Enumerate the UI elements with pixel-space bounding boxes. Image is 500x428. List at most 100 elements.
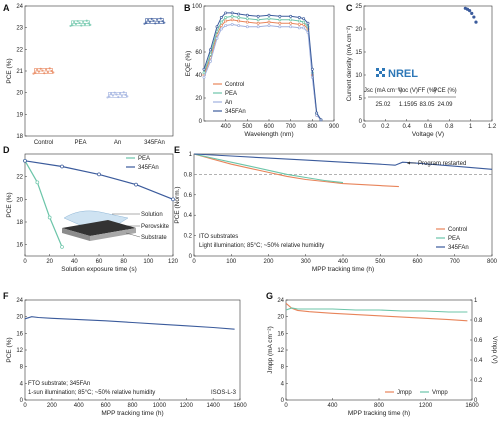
x-tick-label: 700	[286, 124, 297, 130]
series-pea-point	[202, 71, 206, 75]
series-control-point	[224, 19, 228, 23]
series-345fan-point	[134, 182, 138, 187]
legend-jmpp: Jmpp	[397, 390, 412, 396]
x-tick-label: 700	[450, 259, 461, 265]
panel-e: E 0 100 200 300 400 500 600 700 800 0 0.2 0.4 0.6 0.8…	[174, 145, 498, 273]
data-point	[154, 22, 157, 25]
series-an-point	[297, 26, 301, 30]
series-control-point	[302, 22, 306, 26]
x-tick-label: 1200	[419, 403, 433, 409]
x-tick-label: 80	[120, 259, 127, 265]
series-control-point	[245, 20, 249, 24]
series-345fan-point	[224, 11, 228, 15]
y-tick-label: 21	[16, 69, 23, 75]
x-tick-label: 0.6	[424, 124, 433, 130]
y-tick-label: 22	[16, 47, 23, 53]
panel-e-label: E	[174, 145, 180, 155]
y-tick-label: 18	[16, 134, 23, 140]
y-tick-label: 18	[16, 220, 23, 226]
data-point	[150, 17, 153, 21]
solution-inset: Solution Perovskite Substrate	[62, 210, 170, 241]
series-pea-point	[267, 17, 271, 21]
series-pea-point	[245, 17, 249, 21]
panel-g-legend: Jmpp Vmpp	[385, 390, 448, 396]
data-point	[69, 24, 72, 28]
annotation-fto: FTO substrate; 345FAn	[28, 381, 90, 387]
y-tick-label: 12	[16, 348, 23, 354]
legend-pea: PEA	[138, 156, 150, 162]
data-point	[85, 19, 88, 22]
series-control-point	[297, 22, 301, 26]
y-tick-label: 22	[16, 175, 23, 181]
jv-point	[474, 20, 478, 24]
series-345fan-point	[209, 48, 212, 52]
y-tick-label: 40	[195, 73, 202, 79]
series-pea	[24, 160, 63, 248]
y-axis-label: PCE (%)	[6, 192, 13, 217]
y-tick-label: 80	[195, 27, 202, 33]
table-value-ff: 83.05	[419, 102, 435, 108]
x-axis-label: MPP tracking time (h)	[348, 410, 410, 417]
data-point	[74, 22, 77, 26]
y-tick-label: 12	[277, 348, 284, 354]
y-tick-label: 15	[355, 50, 362, 56]
y-axis-label: PCE (%)	[6, 58, 13, 83]
data-point	[115, 93, 118, 96]
legend-control: Control	[448, 227, 467, 233]
y-tick-label: 25	[355, 4, 362, 10]
x-tick-label: 400	[338, 259, 349, 265]
y-tick-label: 0.8	[184, 172, 193, 178]
nrel-logo: NREL	[376, 68, 418, 80]
series-an-point	[230, 22, 234, 26]
y-tick-label: 20	[195, 96, 202, 102]
x-tick-label: 0	[192, 259, 196, 265]
data-point	[78, 21, 81, 24]
x-tick-label: 1.2	[488, 124, 497, 130]
y-tick-label: 100	[192, 4, 203, 10]
panel-d: D 0 20 40 60 80 100 120 16 18 20 22 Solution exposu…	[3, 145, 179, 273]
x-tick-label: 800	[127, 403, 138, 409]
data-point	[48, 67, 51, 70]
panel-d-label: D	[3, 145, 10, 155]
series-345fan-point	[310, 67, 314, 71]
series-pea-point	[278, 18, 282, 22]
nrel-table: Jsc (mA cm⁻²) Voc (V) FF (%) PCE (%) 25.…	[364, 88, 457, 108]
series-an-point	[267, 24, 271, 27]
data-point	[145, 21, 148, 24]
series-an-point	[202, 75, 206, 79]
data-point	[89, 23, 92, 26]
data-point	[124, 93, 127, 96]
table-header-pce: PCE (%)	[433, 88, 456, 94]
data-point	[52, 71, 55, 74]
x-axis-label: Solution exposure time (s)	[61, 266, 137, 273]
table-header-jsc: Jsc (mA cm⁻²)	[364, 88, 402, 94]
y-tick-label: 20	[16, 91, 23, 97]
y-axis-label: EQE (%)	[185, 51, 192, 77]
series-control-point	[256, 21, 260, 25]
legend-pea: PEA	[225, 91, 237, 97]
data-point	[71, 23, 74, 27]
panel-f-annotations: FTO substrate; 345FAn 1-sun illumination…	[28, 381, 237, 396]
series-345fan	[203, 12, 322, 121]
y2-axis-label: Vmpp (V)	[491, 336, 498, 363]
x-tick-label: 0	[362, 124, 366, 130]
x-tick-label: 500	[242, 124, 253, 130]
data-point	[106, 96, 109, 99]
x-tick-label: 600	[264, 124, 275, 130]
y-axis-label: Current density (mA cm⁻²)	[346, 26, 353, 102]
y-axis-label: PCE (Norm.)	[174, 186, 181, 223]
series-pea-point	[47, 215, 52, 220]
y-tick-label: 0.6	[184, 193, 193, 199]
data-point	[34, 71, 37, 74]
data-point	[111, 94, 114, 97]
series-pea-point	[256, 18, 260, 22]
data-point	[73, 20, 76, 24]
data-point	[122, 91, 125, 94]
data-point	[117, 95, 120, 99]
x-tick-label: 120	[168, 259, 179, 265]
series-control	[203, 19, 322, 121]
panel-c-label: C	[346, 3, 353, 13]
legend-control: Control	[225, 82, 244, 88]
series-pea-point	[237, 16, 241, 19]
legend-an: An	[225, 100, 232, 106]
